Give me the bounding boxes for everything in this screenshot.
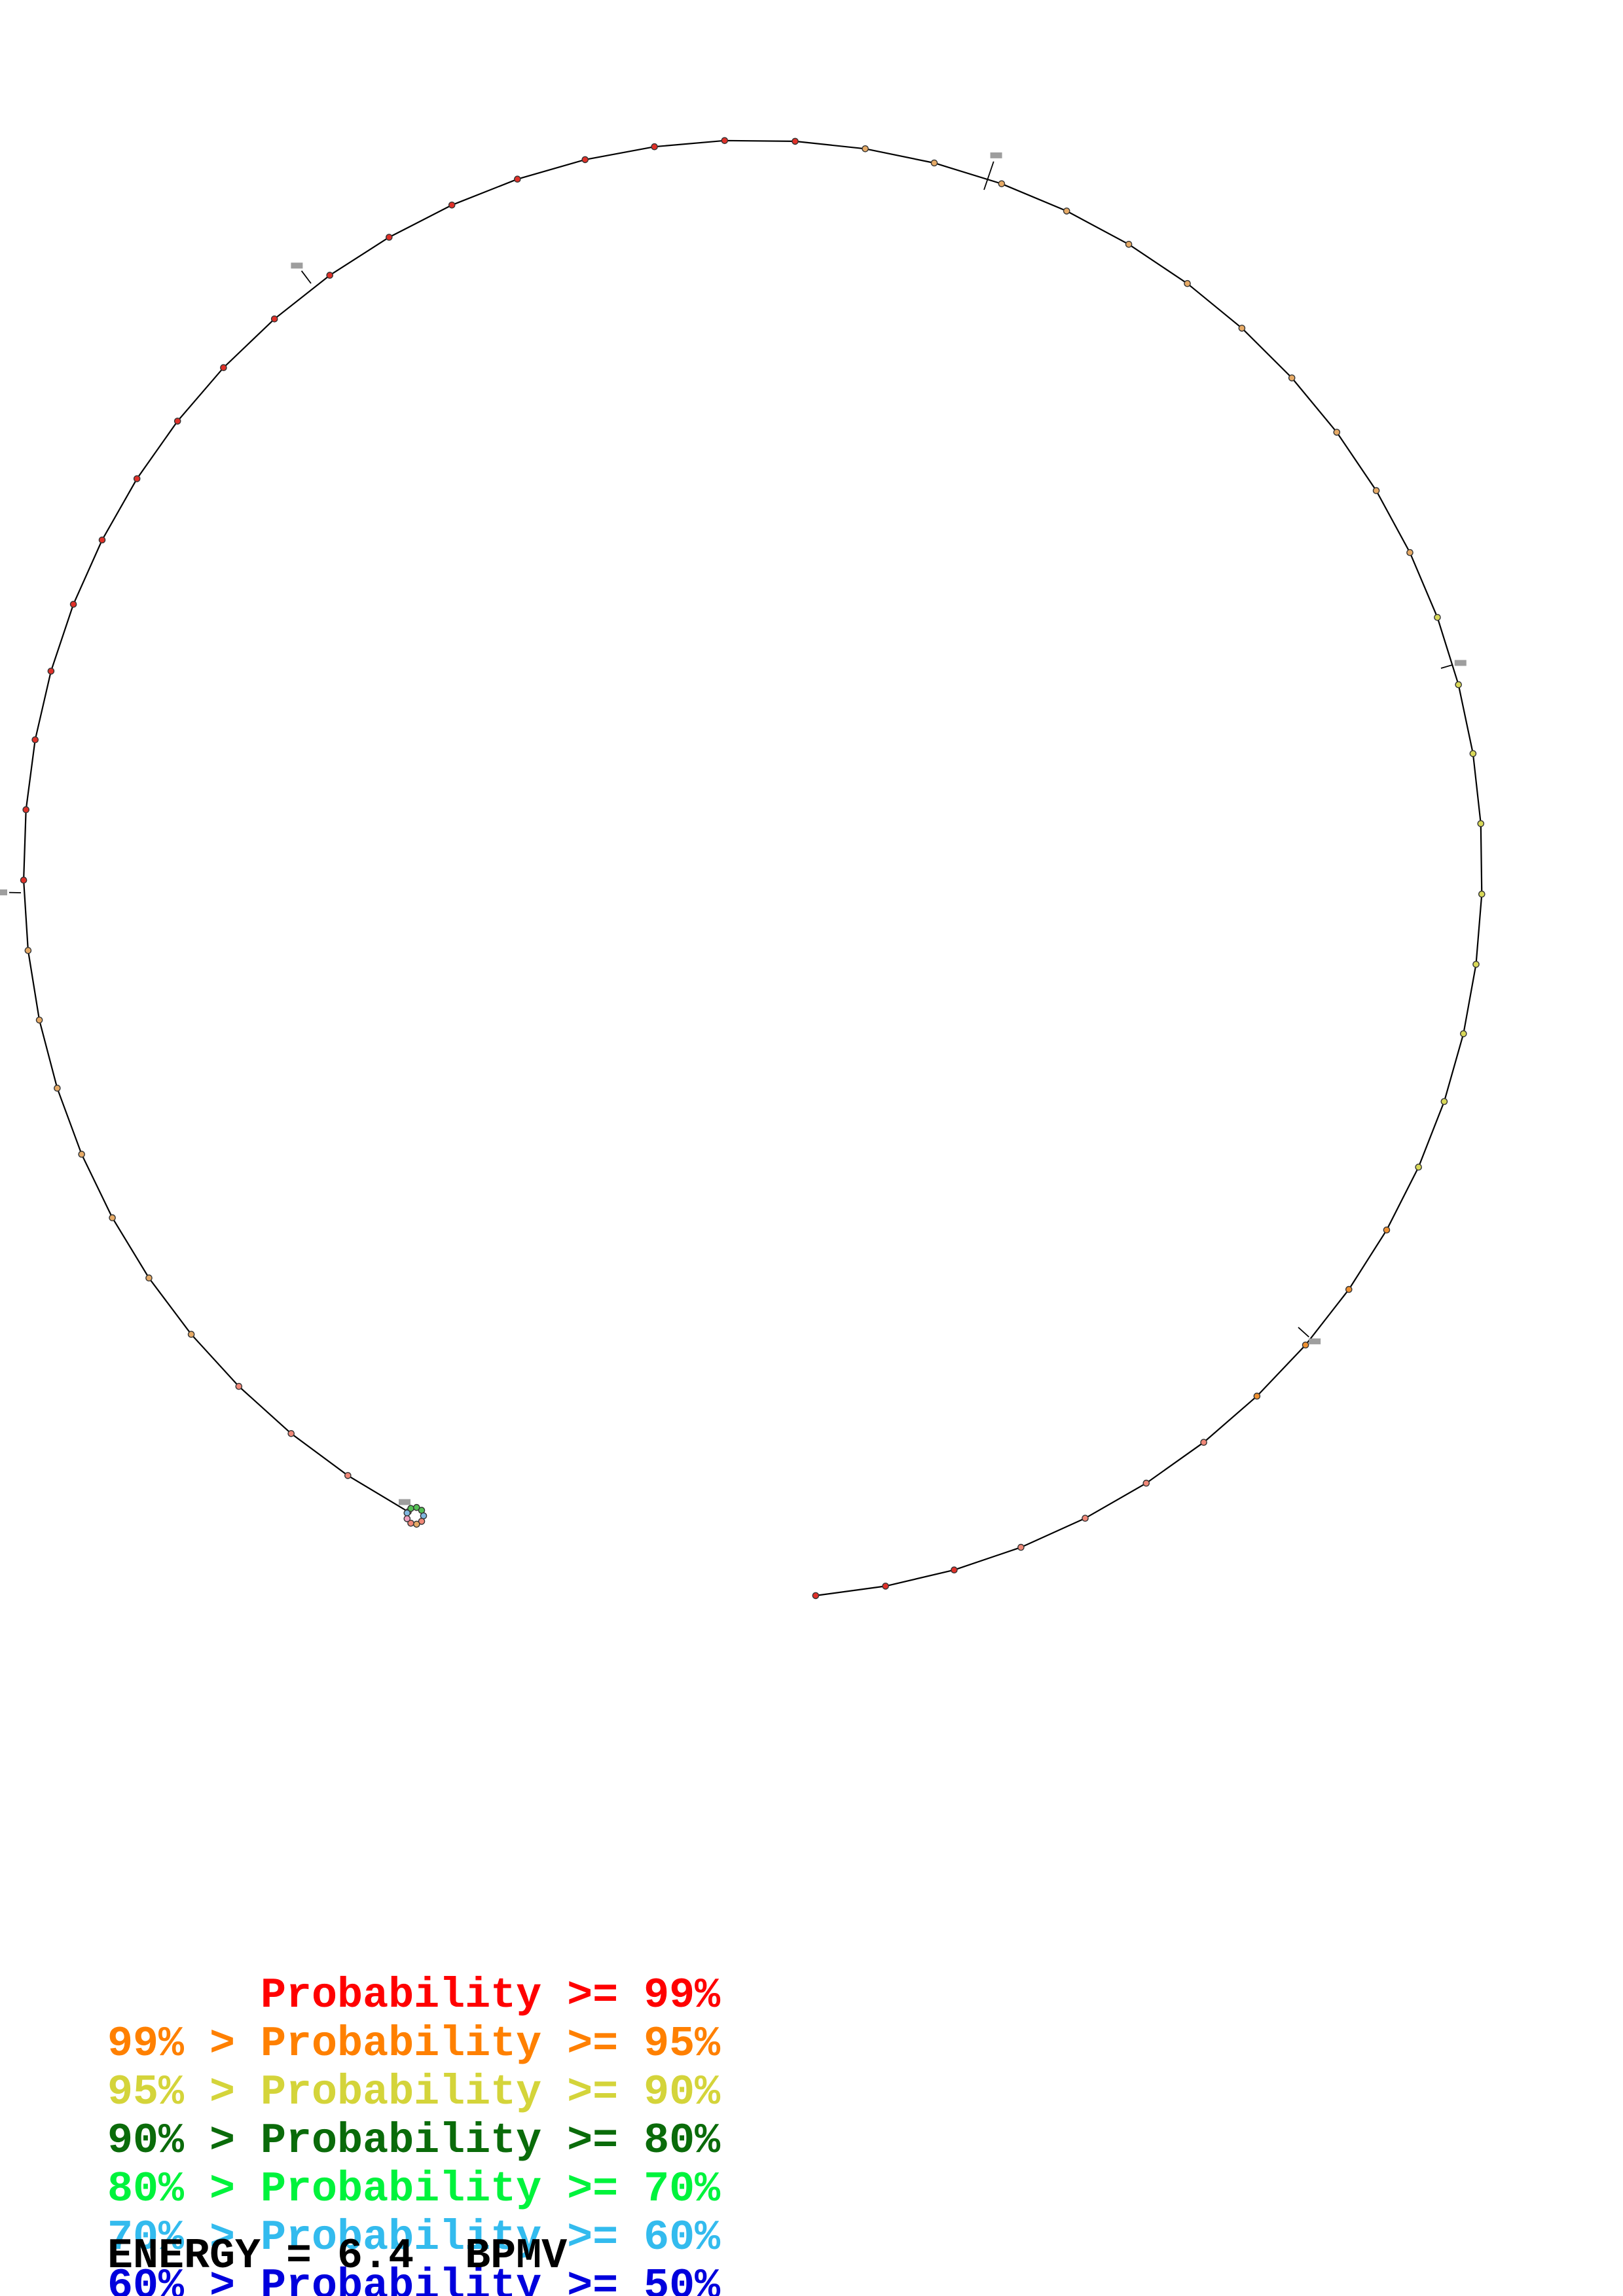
tick-line <box>301 270 312 284</box>
tick-line <box>1298 1327 1309 1338</box>
ring-marker <box>133 475 141 482</box>
ring-marker <box>20 876 27 884</box>
ring-marker <box>1345 1285 1353 1293</box>
tick-label-smudge <box>1309 1338 1321 1344</box>
ring-marker <box>220 364 227 372</box>
ring-marker <box>1478 890 1486 898</box>
ring-marker <box>514 175 521 183</box>
ring-marker <box>78 1151 85 1158</box>
ring-polyline <box>22 139 1483 1596</box>
ring-marker <box>1455 681 1462 689</box>
legend-line: Probability >= 99% <box>107 1971 721 2020</box>
ring-marker <box>1200 1439 1207 1446</box>
ring-marker <box>35 1016 43 1024</box>
ring-marker <box>1302 1341 1309 1349</box>
ring-marker <box>386 234 393 241</box>
ring-marker <box>930 159 938 167</box>
tick-label-smudge <box>291 262 303 269</box>
ring-marker <box>998 180 1006 188</box>
ring-marker <box>882 1583 889 1590</box>
ring-marker <box>1469 750 1477 757</box>
ring-marker <box>54 1085 61 1092</box>
ring-marker <box>448 201 456 209</box>
legend-line: 60% > Probability >= 50% <box>107 2262 721 2296</box>
ring-marker <box>1333 429 1341 436</box>
probability-legend: Probability >= 99% 99% > Probability >= 9… <box>107 1826 720 2296</box>
ring-marker <box>109 1214 116 1221</box>
ring-marker <box>1184 279 1191 287</box>
ring-marker <box>1383 1227 1391 1234</box>
ring-marker <box>1142 1479 1150 1487</box>
ring-marker <box>651 143 658 151</box>
tick-line <box>983 161 994 190</box>
ring-marker <box>413 1503 420 1511</box>
ring-marker <box>1253 1392 1261 1400</box>
ring-marker <box>407 1519 414 1527</box>
ring-marker <box>22 806 30 814</box>
ring-marker <box>1288 374 1296 382</box>
legend-line: 90% > Probability >= 80% <box>107 2117 721 2165</box>
ring-marker <box>418 1518 426 1525</box>
legend-line: 80% > Probability >= 70% <box>107 2165 721 2214</box>
legend-line: 70% > Probability >= 60% <box>107 2214 721 2262</box>
ring-marker <box>581 156 589 164</box>
ring-marker <box>24 946 32 954</box>
ring-marker <box>173 418 181 425</box>
ring-marker <box>1372 487 1380 494</box>
ring-marker <box>407 1505 414 1512</box>
tick-line <box>1440 664 1453 669</box>
ring-marker <box>1063 207 1070 215</box>
ring-marker <box>270 315 278 323</box>
ring-marker <box>413 1520 420 1528</box>
ring-marker <box>235 1382 243 1390</box>
tick-label-smudge <box>1454 660 1467 666</box>
ring-marker <box>951 1566 958 1573</box>
legend-line: 99% > Probability >= 95% <box>107 2020 721 2068</box>
tick-label-smudge <box>990 152 1002 158</box>
ring-marker <box>1459 1030 1467 1037</box>
ring-marker <box>792 137 799 145</box>
ring-marker <box>1082 1515 1089 1522</box>
ring-marker <box>862 145 869 152</box>
ring-marker <box>1440 1098 1448 1105</box>
tick-label-smudge <box>0 889 7 895</box>
ring-marker <box>31 736 39 744</box>
ring-marker <box>1477 820 1485 827</box>
energy-label: ENERGY = 6.4 BPMV <box>107 2232 568 2280</box>
ring-marker <box>1434 614 1441 621</box>
ring-marker <box>145 1274 153 1282</box>
ring-marker <box>1406 548 1413 556</box>
ring-marker <box>1415 1163 1422 1171</box>
ring-marker <box>287 1429 295 1437</box>
legend-line: 95% > Probability >= 90% <box>107 2068 721 2117</box>
ring-marker <box>344 1472 352 1479</box>
ring-marker <box>721 137 729 145</box>
ring-marker <box>1017 1543 1025 1551</box>
ring-marker <box>69 601 77 608</box>
tick-label-smudge <box>399 1499 410 1505</box>
ring-marker <box>1472 961 1480 968</box>
ring-marker <box>187 1331 195 1338</box>
ring-marker <box>812 1592 820 1600</box>
ring-marker <box>1125 240 1133 248</box>
ring-marker <box>326 272 334 279</box>
ring-marker <box>47 668 55 675</box>
ring-marker <box>1238 325 1246 332</box>
ring-marker <box>98 536 106 544</box>
ring-marker <box>403 1515 411 1522</box>
